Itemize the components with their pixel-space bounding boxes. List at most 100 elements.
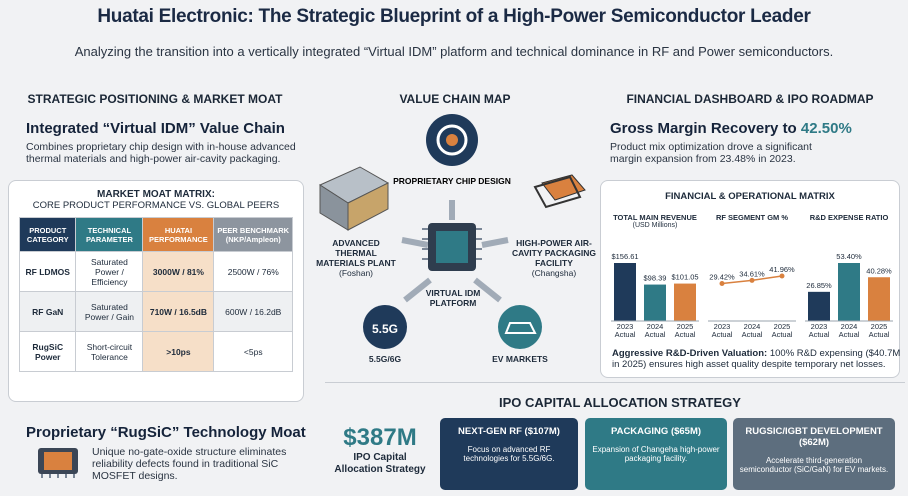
ipo-card: NEXT-GEN RF ($107M) Focus on advanced RF … — [440, 418, 578, 490]
ipo-card: RUGSIC/IGBT DEVELOPMENT ($62M) Accelerate… — [733, 418, 895, 490]
table-cell: 710W / 16.5dB — [142, 291, 215, 332]
x-tick-label: 2023 Actual — [808, 322, 830, 339]
divider — [325, 382, 905, 383]
card-text: Expansion of Changeha high-power packagi… — [592, 445, 720, 463]
table-cell: RF LDMOS — [18, 251, 77, 292]
column-header: TECHNICAL PARAMETER — [75, 217, 144, 252]
bar — [674, 283, 696, 321]
chart-title: TOTAL MAIN REVENUE — [613, 213, 697, 222]
card-title: PACKAGING ($65M) — [610, 426, 702, 437]
value-label: 34.61% — [739, 269, 765, 278]
idm-title: Integrated “Virtual IDM” Value Chain — [26, 120, 285, 137]
chart-plot: 29.42% 34.61% 41.96% — [708, 265, 796, 322]
column-header: PEER BENCHMARK (NKP/Ampleon) — [213, 217, 293, 252]
table-cell: RugSiC Power — [18, 331, 77, 372]
column-header: HUATAI PERFORMANCE — [142, 217, 215, 252]
thermal-label: ADVANCED THERMAL MATERIALS PLANT — [316, 238, 396, 268]
section-heading: IPO CAPITAL ALLOCATION STRATEGY — [499, 395, 741, 410]
gm-text: Product mix optimization drove a signifi… — [610, 141, 812, 165]
note-bold: Aggressive R&D-Driven Valuation: — [612, 348, 768, 359]
thermal-location: (Foshan) — [338, 268, 373, 278]
card-text: Focus on advanced RF technologies for 5.… — [463, 445, 555, 463]
table-cell: 600W / 16.2dB — [213, 291, 293, 332]
market-label: EV MARKETS — [492, 354, 548, 364]
header-row: PRODUCT CATEGORY TECHNICAL PARAMETER HUATA… — [18, 217, 293, 252]
x-tick-label: 2025 Actual — [674, 322, 696, 339]
icon-text: 5.5G — [372, 322, 398, 336]
moat-matrix: MARKET MOAT MATRIX: CORE PRODUCT PERFORM… — [8, 180, 304, 402]
value-label: $101.05 — [671, 273, 698, 282]
note-text: 100% R&D expensing ($40.7M in 2025) ensu… — [612, 348, 901, 370]
center-label: VIRTUAL IDM PLATFORM — [425, 288, 481, 308]
section-heading: STRATEGIC POSITIONING & MARKET MOAT — [27, 92, 283, 106]
chart-subtitle: (USD Millions) — [632, 222, 678, 229]
card-title: NEXT-GEN RF ($107M) — [458, 426, 560, 437]
matrix-table: PRODUCT CATEGORY TECHNICAL PARAMETER HUATA… — [18, 217, 293, 372]
table-cell: 3000W / 81% — [142, 251, 215, 292]
title: Huatai Electronic: The Strategic Bluepri… — [97, 6, 811, 27]
node-label: PROPRIETARY CHIP DESIGN — [393, 176, 511, 186]
gm-value: 42.50% — [800, 120, 852, 137]
x-tick-label: 2025 Actual — [771, 322, 793, 339]
table-row: RF LDMOS Saturated Power / Efficiency 3000… — [18, 251, 293, 292]
table-cell: Saturated Power / Efficiency — [75, 251, 144, 292]
point — [719, 280, 725, 286]
point — [749, 277, 755, 283]
rugsic-title: Proprietary “RugSiC” Technology Moat — [26, 424, 306, 441]
matrix-title: MARKET MOAT MATRIX: — [97, 189, 215, 200]
x-tick-label: 2024 Actual — [838, 322, 860, 339]
value-chain-diagram: PROPRIETARY CHIP DESIGN 5.5G — [318, 114, 586, 349]
section-heading: VALUE CHAIN MAP — [399, 92, 511, 106]
node-label: HIGH-POWER AIR-CAVITY PACKAGING FACILITY… — [510, 238, 598, 278]
bar — [868, 277, 890, 321]
bar — [808, 291, 830, 321]
packaging-location: (Changsha) — [531, 268, 577, 278]
chart-title: R&D EXPENSE RATIO — [809, 213, 889, 222]
value-label: 40.28% — [866, 266, 892, 275]
mini-chart: RF SEGMENT GM % 29.42% 34.61% 41.96% 2023 Ac… — [706, 213, 798, 339]
table-cell: Short-circuit Tolerance — [75, 331, 144, 372]
card-title: RUGSIC/IGBT DEVELOPMENT ($62M) — [745, 426, 883, 448]
chart-plot: $156.61 $98.39 $101.05 — [611, 252, 699, 322]
bar — [644, 284, 666, 321]
market-label: 5.5G/6G — [368, 354, 402, 364]
subtitle: Analyzing the transition into a vertical… — [74, 44, 834, 59]
section-heading: FINANCIAL DASHBOARD & IPO ROADMAP — [626, 92, 874, 106]
point — [779, 273, 785, 279]
value-label: $156.61 — [611, 252, 638, 261]
valuation-note: Aggressive R&D-Driven Valuation: 100% R&… — [612, 348, 904, 370]
matrix-subtitle: CORE PRODUCT PERFORMANCE VS. GLOBAL PEER… — [32, 200, 280, 211]
x-tick-label: 2023 Actual — [711, 322, 733, 339]
value-label: 26.85% — [806, 281, 832, 290]
mini-chart: R&D EXPENSE RATIO 26.85% 53.40% 40.28% 2023 … — [803, 213, 895, 339]
table-cell: RF GaN — [18, 291, 77, 332]
value-label: 41.96% — [769, 265, 795, 274]
mini-chart: TOTAL MAIN REVENUE (USD Millions) $156.61 $… — [609, 213, 701, 339]
card-text: Accelerate third-generation semiconducto… — [739, 456, 889, 474]
gm-title: Gross Margin Recovery to 42.50% — [610, 120, 900, 137]
value-label: $98.39 — [644, 274, 667, 283]
column-header: PRODUCT CATEGORY — [18, 217, 77, 252]
node-label: ADVANCED THERMAL MATERIALS PLANT (Foshan) — [316, 238, 396, 278]
table-cell: >10ps — [142, 331, 215, 372]
x-tick-label: 2025 Actual — [868, 322, 890, 339]
ipo-amount-label: IPO Capital Allocation Strategy — [334, 452, 426, 475]
chart-plot: 26.85% 53.40% 40.28% — [805, 252, 893, 322]
bar — [614, 263, 636, 321]
chip-icon — [38, 448, 78, 478]
x-tick-label: 2024 Actual — [644, 322, 666, 339]
idm-text: Combines proprietary chip design with in… — [26, 141, 296, 165]
gm-title-text: Gross Margin Recovery to — [610, 120, 797, 137]
x-tick-label: 2023 Actual — [614, 322, 636, 339]
table-cell: 2500W / 76% — [213, 251, 293, 292]
ipo-card: PACKAGING ($65M) Expansion of Changeha hi… — [585, 418, 727, 490]
table-row: RugSiC Power Short-circuit Tolerance >10ps… — [18, 331, 293, 372]
bar — [838, 263, 860, 321]
packaging-label: HIGH-POWER AIR-CAVITY PACKAGING FACILITY — [511, 238, 597, 268]
table-cell: Saturated Power / Gain — [75, 291, 144, 332]
value-label: 29.42% — [709, 272, 735, 281]
x-tick-label: 2024 Actual — [741, 322, 763, 339]
chart-title: RF SEGMENT GM % — [715, 213, 789, 222]
matrix-title: FINANCIAL & OPERATIONAL MATRIX — [665, 191, 835, 202]
